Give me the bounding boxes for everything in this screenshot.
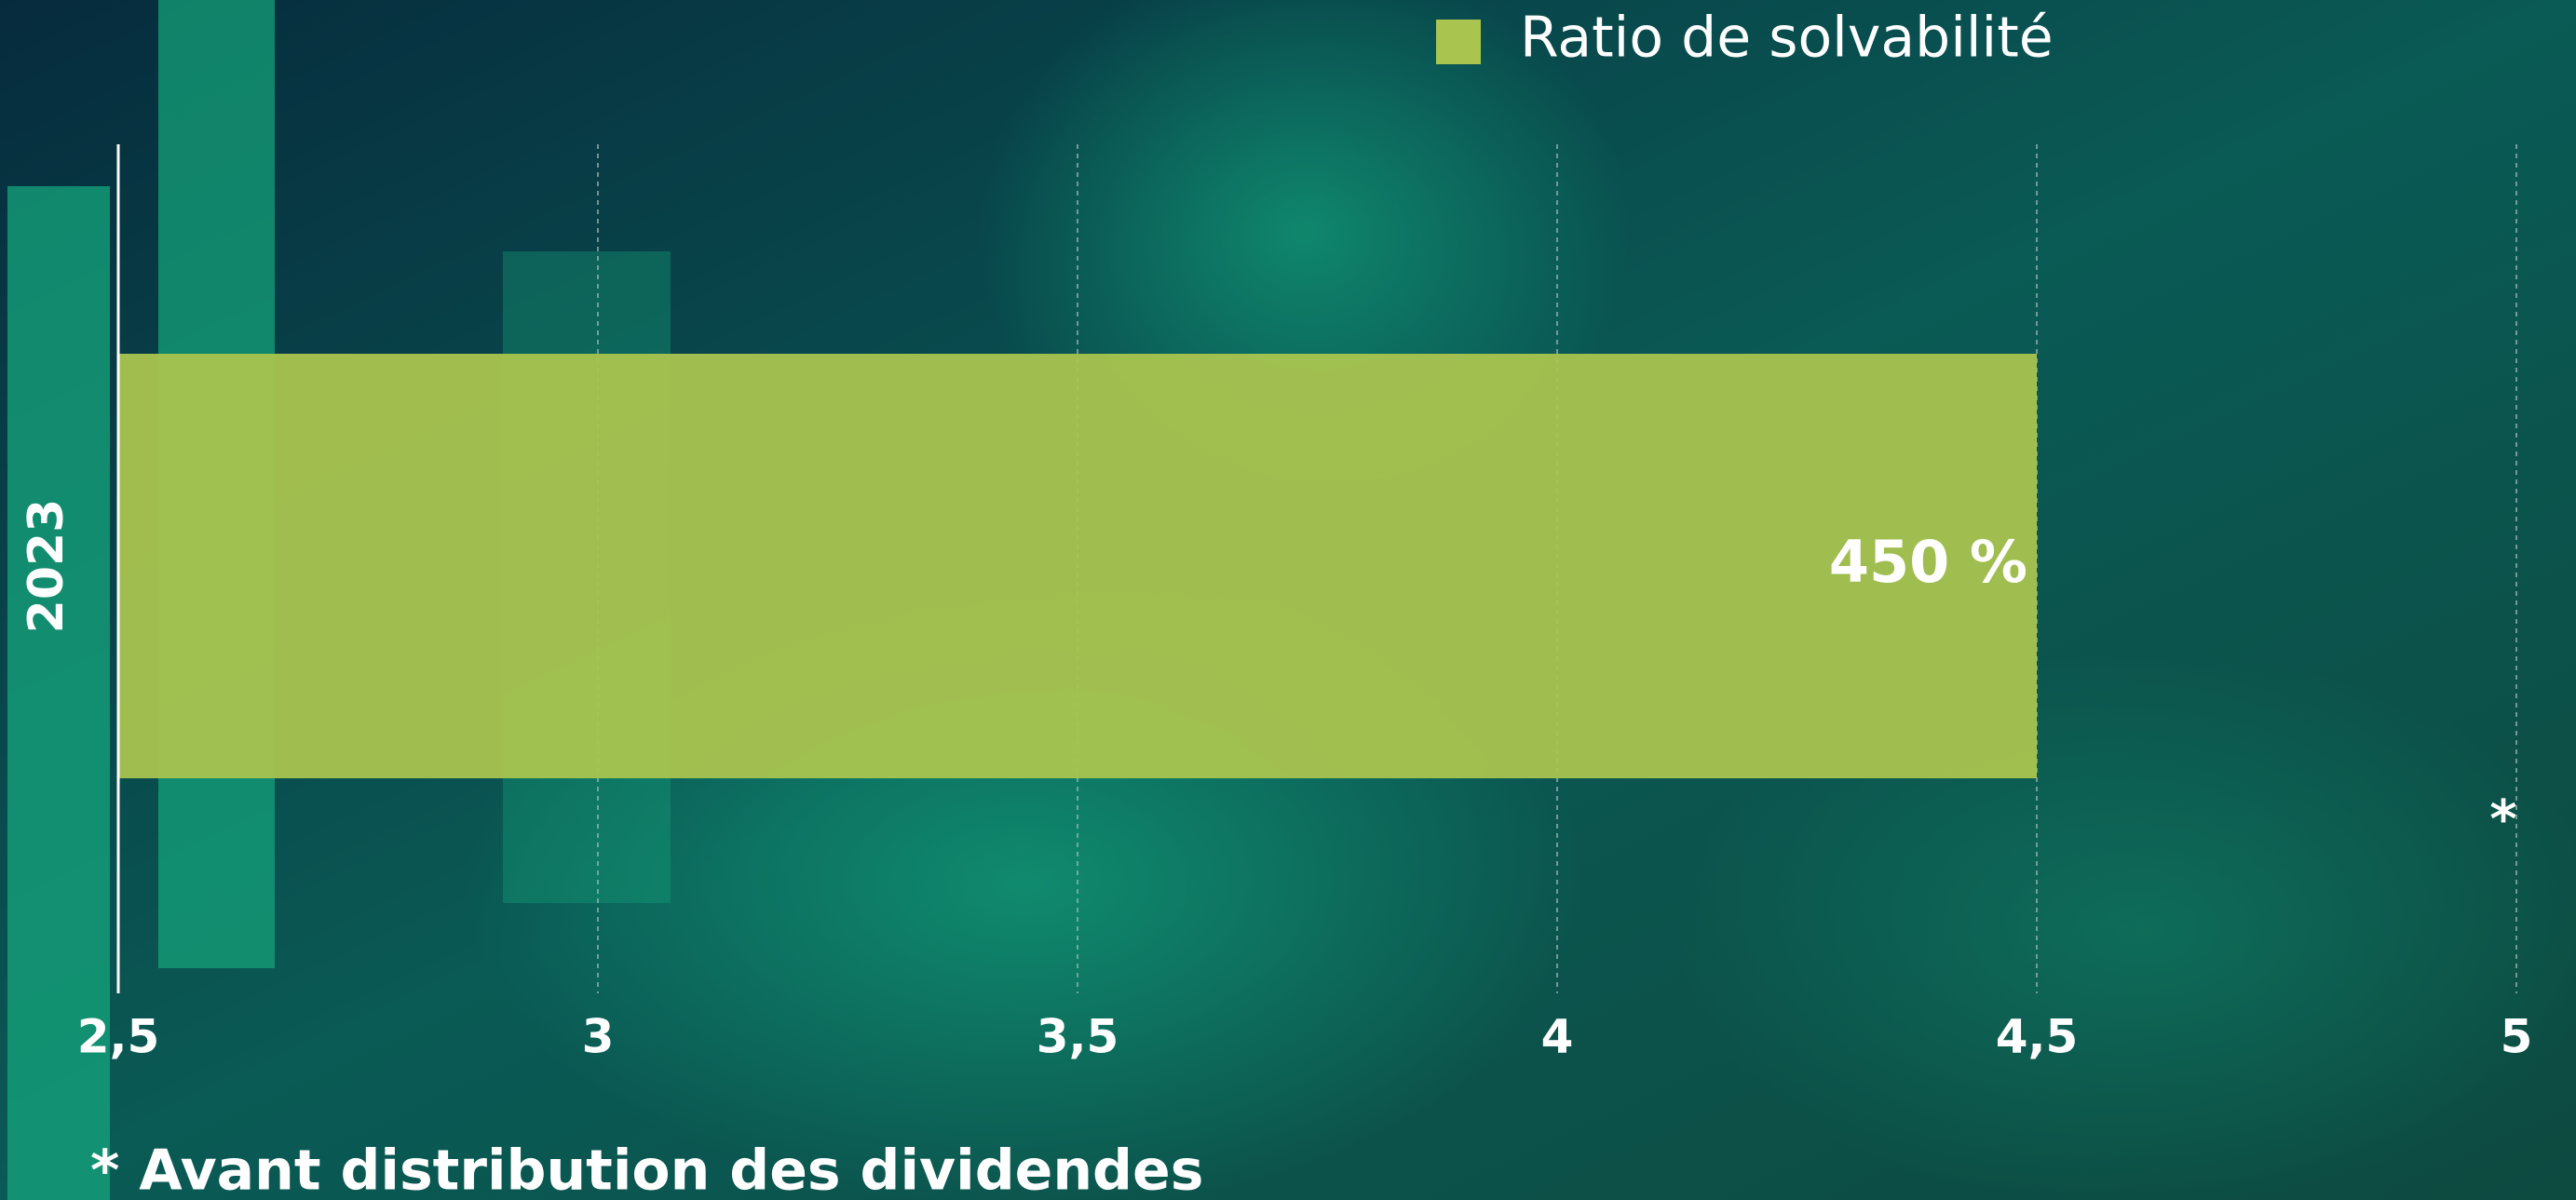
bar	[118, 354, 2037, 778]
y-tick-label: 2023	[19, 499, 75, 634]
x-tick-label: 4	[1541, 1010, 1574, 1064]
x-tick-label: 3	[582, 1010, 615, 1064]
value-label: 450 %	[1829, 528, 2027, 596]
x-tick-label: 3,5	[1037, 1010, 1119, 1064]
legend-swatch	[1436, 20, 1481, 64]
x-tick-label: 2,5	[77, 1010, 160, 1064]
footnote: * Avant distribution des dividendes	[90, 1139, 1203, 1200]
background-column	[7, 186, 110, 1200]
annotation: *	[2489, 789, 2516, 850]
legend-label: Ratio de solvabilité	[1520, 6, 2054, 71]
x-tick-label: 4,5	[1996, 1010, 2079, 1064]
background-glow	[1676, 652, 2576, 1200]
x-tick-label: 5	[2501, 1010, 2533, 1064]
